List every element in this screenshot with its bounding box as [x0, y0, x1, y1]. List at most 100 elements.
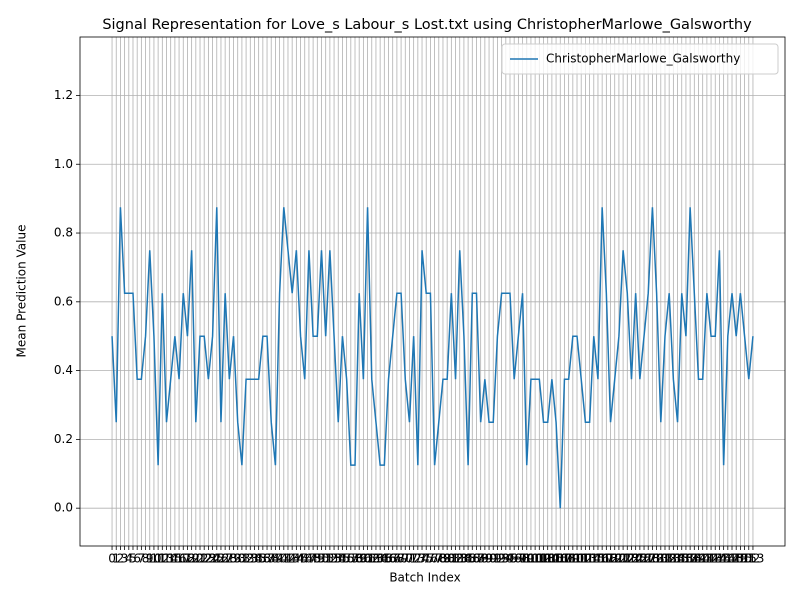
- x-tick-label: 26: [213, 552, 228, 566]
- y-tick-label: 0.4: [54, 363, 73, 377]
- x-tick-label: 59: [352, 552, 367, 566]
- x-tick-label: 44: [289, 552, 304, 566]
- x-tick-label: 124: [620, 552, 643, 566]
- x-tick-label: 22: [197, 552, 212, 566]
- x-tick-label: 8: [142, 552, 150, 566]
- x-tick-label: 5: [129, 552, 137, 566]
- x-tick-label: 107: [549, 552, 572, 566]
- x-tick-label: 45: [293, 552, 308, 566]
- y-axis-label: Mean Prediction Value: [15, 225, 29, 358]
- x-tick-label: 114: [578, 552, 601, 566]
- x-tick-label: 74: [414, 552, 429, 566]
- plot-frame: [79, 36, 786, 547]
- x-tick-label: 106: [545, 552, 568, 566]
- x-tick-label: 27: [218, 552, 233, 566]
- x-tick-label: 122: [612, 552, 635, 566]
- x-tick-label: 16: [171, 552, 186, 566]
- x-tick-label: 77: [427, 552, 442, 566]
- x-tick-label: 145: [708, 552, 731, 566]
- data-line: [111, 207, 754, 509]
- x-tick-label: 25: [209, 552, 224, 566]
- x-tick-label: 99: [519, 552, 534, 566]
- x-tick-label: 7: [138, 552, 146, 566]
- x-tick-label: 146: [712, 552, 735, 566]
- x-tick-label: 88: [473, 552, 488, 566]
- x-tick-label: 139: [683, 552, 706, 566]
- x-tick-label: 42: [280, 552, 295, 566]
- x-tick-label: 129: [641, 552, 664, 566]
- y-tick-label: 0.0: [54, 501, 73, 515]
- x-tick-label: 34: [247, 552, 262, 566]
- x-tick-label: 135: [666, 552, 689, 566]
- x-tick-label: 101: [524, 552, 547, 566]
- x-tick-label: 79: [435, 552, 450, 566]
- x-tick-label: 86: [465, 552, 480, 566]
- x-tick-label: 32: [238, 552, 253, 566]
- x-tick-label: 90: [481, 552, 496, 566]
- x-tick-label: 73: [410, 552, 425, 566]
- x-tick-label: 49: [310, 552, 325, 566]
- x-tick-label: 97: [511, 552, 526, 566]
- x-tick-label: 93: [494, 552, 509, 566]
- x-tick-label: 142: [695, 552, 718, 566]
- x-tick-label: 92: [490, 552, 505, 566]
- x-tick-label: 109: [557, 552, 580, 566]
- x-tick-label: 54: [331, 552, 346, 566]
- x-tick-label: 40: [272, 552, 287, 566]
- x-tick-label: 17: [176, 552, 191, 566]
- x-tick-label: 48: [305, 552, 320, 566]
- x-tick-label: 70: [398, 552, 413, 566]
- y-tick-label: 0.2: [54, 432, 73, 446]
- x-tick-label: 127: [633, 552, 656, 566]
- x-tick-label: 133: [658, 552, 681, 566]
- x-tick-label: 95: [502, 552, 517, 566]
- x-tick-label: 31: [234, 552, 249, 566]
- x-tick-label: 72: [406, 552, 421, 566]
- x-tick-label: 30: [230, 552, 245, 566]
- x-tick-label: 2: [117, 552, 125, 566]
- x-tick-label: 147: [716, 552, 739, 566]
- x-tick-label: 13: [159, 552, 174, 566]
- x-tick-label: 60: [356, 552, 371, 566]
- x-tick-label: 29: [226, 552, 241, 566]
- x-tick-label: 24: [205, 552, 220, 566]
- x-tick-label: 0: [108, 552, 116, 566]
- x-tick-label: 39: [268, 552, 283, 566]
- x-tick-label: 134: [662, 552, 685, 566]
- x-tick-label: 1: [112, 552, 120, 566]
- x-tick-label: 43: [285, 552, 300, 566]
- x-tick-label: 58: [347, 552, 362, 566]
- x-tick-label: 65: [377, 552, 392, 566]
- x-tick-label: 53: [326, 552, 341, 566]
- x-tick-label: 18: [180, 552, 195, 566]
- x-tick-label: 105: [540, 552, 563, 566]
- x-tick-label: 10: [146, 552, 161, 566]
- x-tick-label: 111: [566, 552, 589, 566]
- x-tick-label: 71: [402, 552, 417, 566]
- x-tick-label: 116: [587, 552, 610, 566]
- x-tick-label: 140: [687, 552, 710, 566]
- y-tick-label: 1.2: [54, 88, 73, 102]
- x-tick-label: 37: [259, 552, 274, 566]
- x-tick-label: 21: [192, 552, 207, 566]
- x-tick-label: 19: [184, 552, 199, 566]
- legend-box: [501, 43, 779, 75]
- x-tick-label: 120: [603, 552, 626, 566]
- x-tick-label: 28: [222, 552, 237, 566]
- x-tick-label: 125: [624, 552, 647, 566]
- x-tick-label: 82: [448, 552, 463, 566]
- x-tick-label: 144: [704, 552, 727, 566]
- x-tick-label: 57: [343, 552, 358, 566]
- x-tick-label: 121: [607, 552, 630, 566]
- x-tick-label: 50: [314, 552, 329, 566]
- x-tick-label: 36: [255, 552, 270, 566]
- x-tick-label: 137: [674, 552, 697, 566]
- x-tick-label: 115: [582, 552, 605, 566]
- y-tick-label: 0.6: [54, 294, 73, 308]
- x-tick-label: 52: [322, 552, 337, 566]
- x-tick-label: 47: [301, 552, 316, 566]
- x-tick-label: 126: [628, 552, 651, 566]
- y-tick-label: 1.0: [54, 157, 73, 171]
- x-tick-label: 151: [733, 552, 756, 566]
